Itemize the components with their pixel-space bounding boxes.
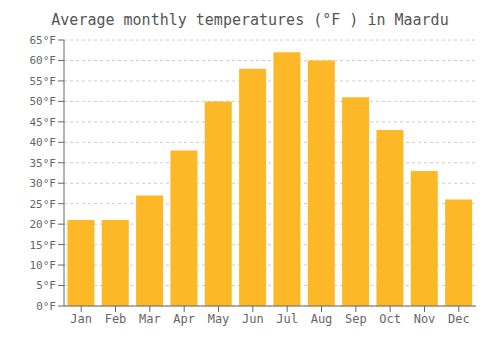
svg-text:Jun: Jun [242, 312, 264, 326]
svg-text:25°F: 25°F [30, 198, 57, 211]
svg-text:55°F: 55°F [30, 75, 57, 88]
svg-text:60°F: 60°F [30, 54, 57, 67]
svg-text:40°F: 40°F [30, 136, 57, 149]
svg-text:Aug: Aug [311, 312, 333, 326]
svg-text:Jul: Jul [276, 312, 298, 326]
svg-text:30°F: 30°F [30, 177, 57, 190]
svg-text:35°F: 35°F [30, 157, 57, 170]
svg-text:65°F: 65°F [30, 34, 57, 47]
svg-text:50°F: 50°F [30, 95, 57, 108]
svg-text:Jan: Jan [70, 312, 92, 326]
svg-text:Nov: Nov [414, 312, 436, 326]
svg-text:Oct: Oct [379, 312, 401, 326]
svg-text:Sep: Sep [345, 312, 367, 326]
svg-text:45°F: 45°F [30, 116, 57, 129]
svg-text:10°F: 10°F [30, 259, 57, 272]
svg-text:Mar: Mar [139, 312, 161, 326]
svg-text:Apr: Apr [173, 312, 195, 326]
svg-text:20°F: 20°F [30, 218, 57, 231]
svg-text:Dec: Dec [448, 312, 470, 326]
svg-text:15°F: 15°F [30, 239, 57, 252]
html-text:Average monthly temperatures (: Average monthly temperatures (°F ) in Ma… [51, 11, 449, 29]
svg-text:5°F: 5°F [36, 279, 56, 292]
svg-text:0°F: 0°F [36, 300, 56, 313]
svg-text:May: May [208, 312, 230, 326]
svg-text:Feb: Feb [105, 312, 127, 326]
